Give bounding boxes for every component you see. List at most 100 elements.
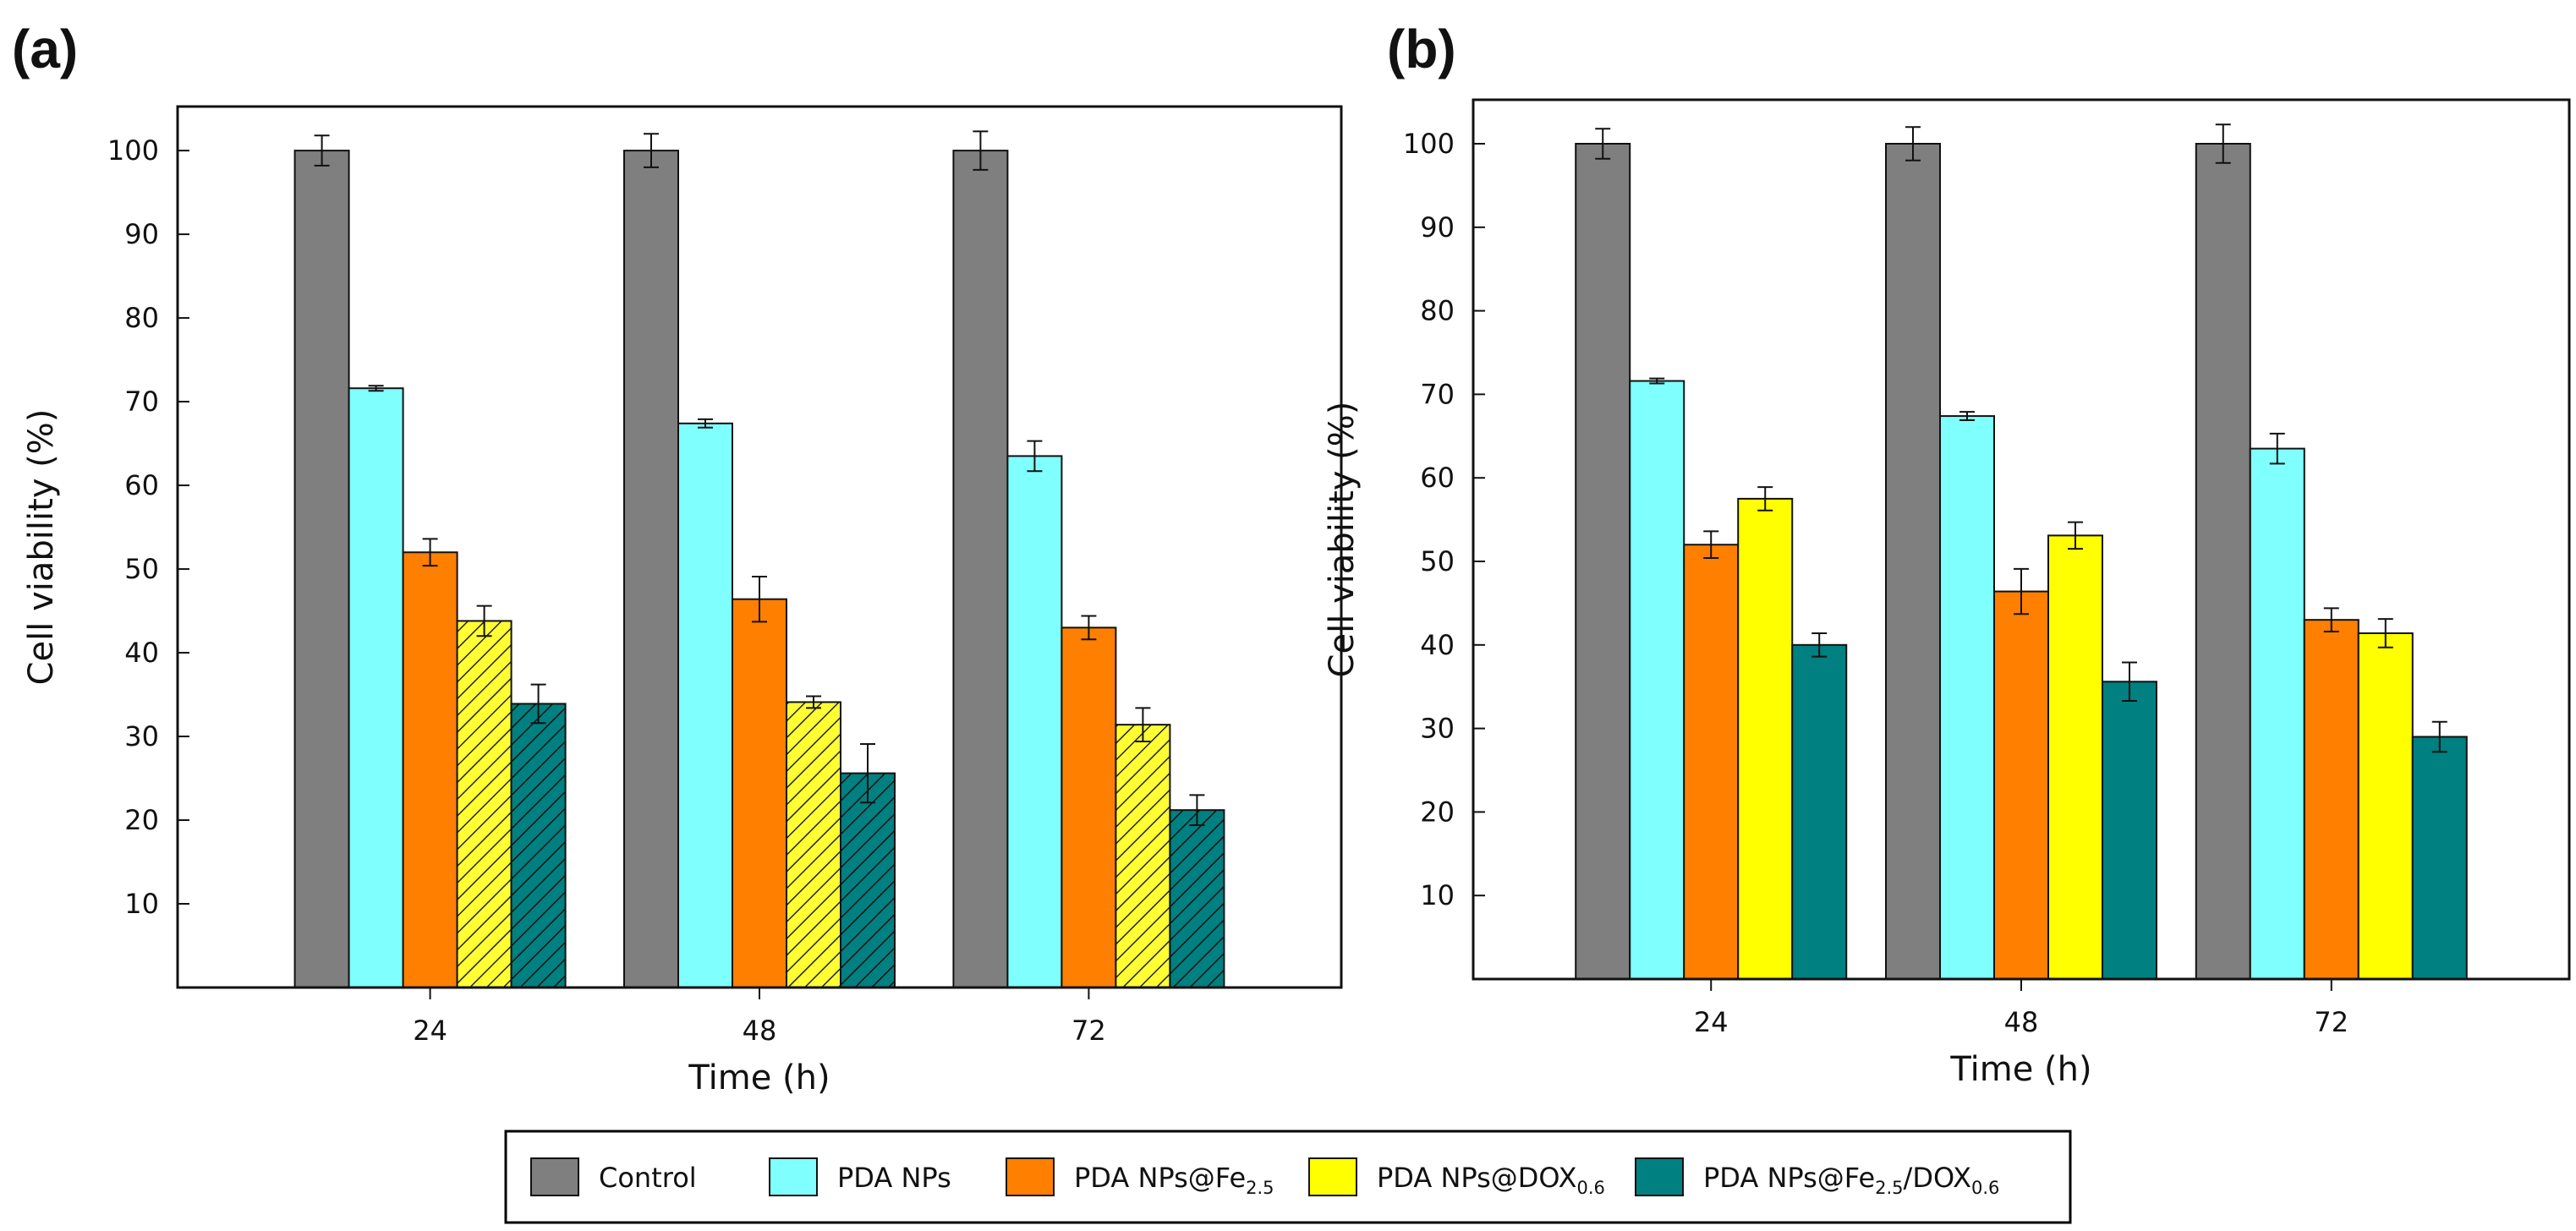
legend-label-sub: 2.5 — [1875, 1178, 1903, 1198]
bar-pda-nps-24h — [348, 387, 404, 988]
panel-a: 24 48 72 10 20 30 40 50 60 70 80 90 100 Time (h) Cell … — [12, 19, 1343, 1097]
legend-label-main: PDA NPs@Fe — [1703, 1162, 1875, 1194]
error-bar — [476, 605, 492, 637]
bar-control-48h — [623, 150, 679, 989]
legend-label-tail-sub: 0.6 — [1971, 1178, 1999, 1198]
legend-label: PDA NPs@Fe2.5/DOX0.6 — [1703, 1162, 1999, 1198]
y-tick-label: 70 — [124, 386, 159, 418]
legend-label: Control — [599, 1162, 697, 1194]
legend-label-tail: /DOX — [1904, 1162, 1971, 1194]
error-bar — [368, 385, 384, 392]
legend-label-main: PDA NPs@Fe — [1074, 1162, 1246, 1194]
bar-pda-nps-48h — [677, 422, 733, 989]
error-bar — [422, 538, 438, 567]
bar-pda-nps-dox0-6-72h — [1115, 724, 1171, 988]
error-bar — [1595, 128, 1611, 160]
bar-pda-nps-fe2-5-24h — [402, 551, 458, 988]
bar-pda-nps-fe2-5-48h — [1993, 590, 2049, 980]
legend-swatch — [1635, 1157, 1684, 1196]
plot-frame — [1472, 98, 2571, 981]
y-tick-label: 100 — [1403, 128, 1455, 160]
error-bar — [2215, 123, 2231, 164]
bar-pda-nps-dox0-6-24h — [1737, 497, 1794, 980]
legend-label: PDA NPs@DOX0.6 — [1377, 1162, 1605, 1198]
error-bar — [2377, 618, 2393, 648]
y-tick-label: 30 — [124, 720, 159, 752]
bar-pda-nps-fe2-5-72h — [2303, 619, 2360, 980]
legend-swatch — [1006, 1157, 1055, 1196]
bar-pda-nps-dox0-6-48h — [2047, 534, 2103, 980]
legend-item: PDA NPs — [769, 1157, 951, 1196]
error-bar — [1649, 377, 1665, 385]
y-tick-label: 90 — [124, 218, 159, 250]
legend-box — [504, 1130, 2072, 1224]
legend-label: PDA NPs — [837, 1162, 951, 1194]
y-axis-title: Cell viability (%) — [22, 409, 61, 686]
legend-item: PDA NPs@DOX0.6 — [1308, 1157, 1605, 1198]
bar-pda-nps-fe2-5-dox0-6-48h — [840, 772, 896, 988]
bar-control-72h — [952, 150, 1009, 989]
x-axis-title: Time (h) — [688, 1059, 830, 1097]
error-bar — [1757, 486, 1773, 512]
error-bar — [1081, 615, 1097, 641]
bar-pda-nps-dox0-6-24h — [456, 620, 512, 989]
legend-label-main: Control — [599, 1162, 697, 1194]
y-tick-label: 40 — [124, 637, 159, 669]
legend-item: PDA NPs@Fe2.5/DOX0.6 — [1635, 1157, 1999, 1198]
legend-item: Control — [530, 1157, 697, 1196]
bar-pda-nps-72h — [1006, 455, 1063, 988]
error-bar — [860, 742, 875, 804]
error-bar — [530, 683, 546, 725]
error-bar — [1135, 707, 1151, 742]
bar-pda-nps-fe2-5-dox0-6-24h — [510, 703, 567, 988]
y-tick-label: 20 — [1420, 796, 1455, 828]
legend-item: PDA NPs@Fe2.5 — [1006, 1157, 1274, 1198]
bar-pda-nps-dox0-6-72h — [2357, 632, 2414, 981]
error-bar — [1905, 126, 1921, 161]
error-bar — [752, 575, 767, 623]
panel-label: (a) — [12, 19, 78, 79]
bar-pda-nps-dox0-6-48h — [786, 701, 841, 988]
legend-swatch — [769, 1157, 818, 1196]
y-axis-title: Cell viability (%) — [1323, 402, 1362, 678]
error-bar — [1027, 440, 1043, 473]
legend-swatch — [1308, 1157, 1357, 1196]
panel-b: 24 48 72 10 20 30 40 50 60 70 80 90 100 Time (h) Cell … — [1323, 19, 2571, 1089]
y-tick-label: 10 — [1420, 879, 1455, 911]
x-tick-label: 24 — [1694, 1006, 1729, 1038]
x-tick-label: 24 — [413, 1015, 447, 1047]
error-bar — [2323, 607, 2339, 632]
x-tick-label: 48 — [2004, 1006, 2039, 1038]
bar-pda-nps-72h — [2249, 447, 2305, 980]
bar-pda-nps-fe2-5-24h — [1683, 544, 1740, 980]
bar-control-48h — [1885, 143, 1941, 980]
bar-pda-nps-fe2-5-72h — [1061, 626, 1117, 989]
error-bar — [1189, 794, 1205, 826]
y-tick-label: 30 — [1420, 713, 1455, 745]
panel-label: (b) — [1387, 19, 1456, 79]
error-bar — [2122, 661, 2137, 702]
error-bar — [1959, 411, 1975, 422]
error-bar — [973, 130, 989, 171]
y-tick-label: 70 — [1420, 378, 1455, 410]
y-tick-label: 90 — [1420, 211, 1455, 243]
error-bar — [644, 133, 659, 168]
x-tick-label: 48 — [743, 1015, 777, 1047]
error-bar — [2068, 521, 2083, 550]
y-tick-label: 60 — [124, 469, 159, 501]
legend-label-sub: 0.6 — [1576, 1178, 1604, 1198]
y-tick-label: 80 — [1420, 295, 1455, 327]
bar-control-24h — [293, 150, 350, 989]
error-bar — [2269, 432, 2285, 465]
legend-label-sub: 2.5 — [1246, 1178, 1274, 1198]
error-bar — [806, 695, 821, 709]
bar-pda-nps-fe2-5-48h — [732, 598, 787, 988]
plot-frame — [176, 105, 1343, 989]
y-tick-label: 10 — [124, 888, 159, 920]
error-bar — [2431, 720, 2447, 753]
bar-pda-nps-fe2-5-dox0-6-72h — [1169, 809, 1225, 988]
x-axis-title: Time (h) — [1949, 1050, 2091, 1089]
error-bar — [314, 134, 330, 167]
x-tick-label: 72 — [2314, 1006, 2349, 1038]
